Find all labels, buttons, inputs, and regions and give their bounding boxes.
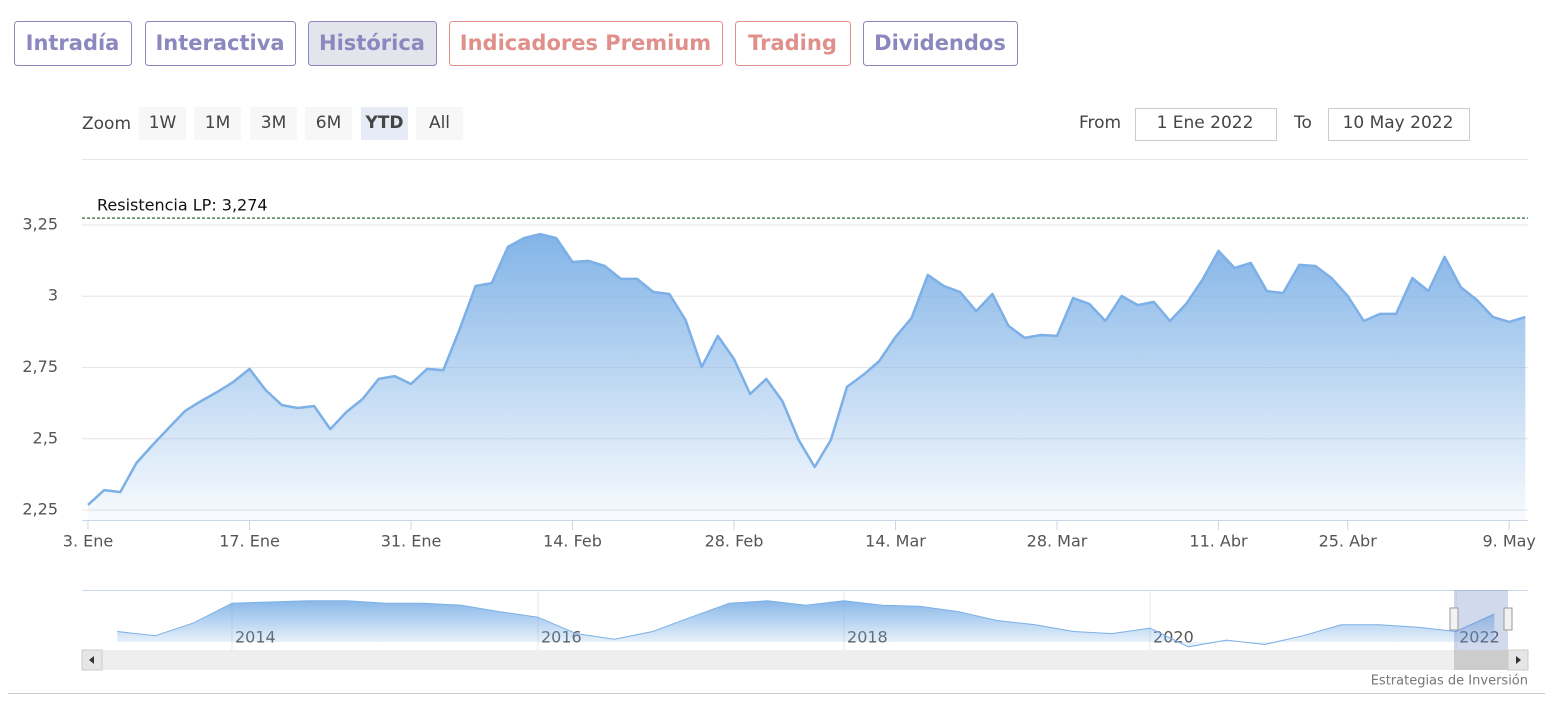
navigator-handle[interactable]	[1503, 607, 1513, 631]
y-tick-label: 2,25	[22, 500, 58, 519]
from-label: From	[1079, 113, 1121, 133]
to-input[interactable]	[1328, 108, 1470, 141]
navigator-area	[117, 600, 1495, 647]
from-value[interactable]: 1 Ene 2022	[1157, 113, 1254, 133]
zoom-button[interactable]	[416, 107, 463, 140]
zoom-button-label[interactable]: All	[429, 113, 450, 133]
resistance-label: Resistencia LP: 3,274	[97, 196, 268, 215]
navigator-handle[interactable]	[1449, 607, 1459, 631]
line	[87, 232, 1526, 506]
tab-button[interactable]	[735, 21, 851, 66]
zoom-button[interactable]	[250, 107, 297, 140]
navigator-line	[117, 600, 1495, 648]
tab-label[interactable]: Dividendos	[874, 31, 1006, 55]
to-label: To	[1293, 113, 1312, 133]
y-tick-label: 3,25	[22, 214, 58, 233]
tab-label[interactable]: Indicadores Premium	[460, 31, 711, 55]
zoom-button[interactable]	[361, 107, 408, 140]
zoom-button-label[interactable]: 1W	[149, 113, 177, 133]
zoom-button[interactable]	[305, 107, 352, 140]
scrollbar-thumb[interactable]	[1454, 650, 1508, 670]
scrollbar-right-arrow	[1516, 656, 1521, 664]
zoom-button-label[interactable]: 6M	[316, 113, 341, 133]
x-tick-label: 17. Ene	[219, 532, 280, 551]
tab-label[interactable]: Intradía	[26, 31, 120, 55]
zoom-button[interactable]	[194, 107, 241, 140]
y-tick-label: 2,5	[33, 428, 58, 447]
tab-label[interactable]: Trading	[748, 31, 837, 55]
tab-button[interactable]	[863, 21, 1018, 66]
zoom-label: Zoom	[82, 114, 131, 134]
scrollbar-left-arrow	[89, 656, 94, 664]
x-tick-label: 28. Mar	[1027, 532, 1088, 551]
y-tick-label: 2,75	[22, 357, 58, 376]
x-tick-label: 9. May	[1482, 532, 1535, 551]
y-tick-label: 3	[48, 286, 58, 305]
zoom-button-label[interactable]: 1M	[205, 113, 230, 133]
to-value[interactable]: 10 May 2022	[1343, 113, 1454, 133]
tab-label[interactable]: Histórica	[319, 31, 425, 55]
x-tick-label: 11. Abr	[1189, 532, 1248, 551]
tab-button[interactable]	[449, 21, 723, 66]
from-input[interactable]	[1135, 108, 1277, 141]
x-tick-label: 14. Mar	[865, 532, 926, 551]
x-tick-label: 28. Feb	[705, 532, 764, 551]
x-tick-label: 3. Ene	[63, 532, 113, 551]
area	[88, 234, 1526, 520]
navigator-selection[interactable]	[1454, 590, 1508, 650]
x-tick-label: 31. Ene	[381, 532, 442, 551]
tab-label[interactable]: Interactiva	[155, 31, 284, 55]
credit[interactable]: Estrategias de Inversión	[1371, 674, 1528, 689]
tab-button[interactable]	[14, 21, 132, 66]
x-tick-label: 14. Feb	[543, 532, 602, 551]
tab-button[interactable]	[145, 21, 296, 66]
scrollbar-track	[82, 650, 1528, 670]
zoom-button-label[interactable]: YTD	[364, 113, 403, 133]
x-tick-label: 25. Abr	[1319, 532, 1378, 551]
zoom-button-label[interactable]: 3M	[261, 113, 286, 133]
zoom-button[interactable]	[139, 107, 186, 140]
tab-button[interactable]	[308, 21, 437, 66]
